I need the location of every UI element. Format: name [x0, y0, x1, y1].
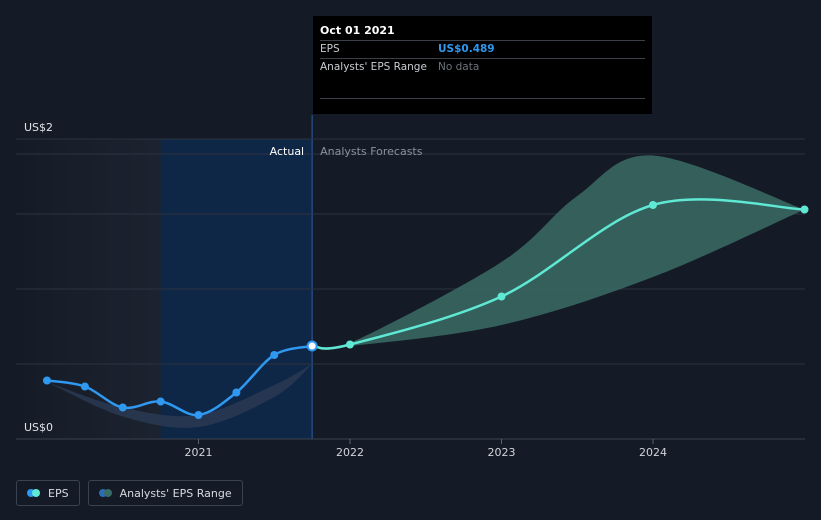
tooltip-eps-label: EPS: [320, 43, 340, 55]
legend-eps-button[interactable]: EPS: [16, 480, 80, 506]
y-tick-label-bottom: US$0: [24, 421, 53, 434]
tooltip-eps-value: US$0.489: [438, 43, 495, 55]
x-tick-label: 2021: [185, 446, 213, 459]
legend-range-label: Analysts' EPS Range: [119, 486, 232, 500]
legend: EPS Analysts' EPS Range: [16, 480, 243, 506]
tooltip-range-label: Analysts' EPS Range: [320, 61, 427, 73]
eps-point: [43, 376, 51, 385]
actual-range-band: [47, 364, 313, 428]
x-tick-label: 2022: [336, 446, 364, 459]
tooltip-divider: [320, 98, 645, 99]
eps-point: [497, 292, 506, 301]
eps-dot-icon: [32, 489, 40, 497]
x-tick-label: 2024: [639, 446, 667, 459]
range-dot-icon: [98, 489, 107, 497]
eps-point: [270, 351, 279, 359]
eps-point: [156, 397, 165, 406]
tooltip-range-row: Analysts' EPS Range No data: [320, 58, 645, 76]
actual-label: Actual: [270, 145, 304, 158]
eps-point: [346, 340, 354, 349]
range-dot-icon: [103, 489, 112, 497]
range-swatch-icon: [98, 489, 112, 497]
tooltip-eps-row: EPS US$0.489: [320, 40, 645, 58]
eps-highlight-point: [306, 340, 318, 352]
eps-dot-icon: [27, 489, 35, 497]
x-tick-label: 2023: [488, 446, 516, 459]
forecast-label: Analysts Forecasts: [320, 145, 423, 158]
tooltip: Oct 01 2021 EPS US$0.489 Analysts' EPS R…: [313, 16, 652, 114]
eps-point: [649, 201, 657, 209]
legend-eps-label: EPS: [48, 486, 69, 500]
forecast-range-band: [312, 155, 805, 350]
eps-swatch-icon: [27, 489, 40, 497]
legend-range-button[interactable]: Analysts' EPS Range: [87, 480, 243, 506]
tooltip-date: Oct 01 2021: [320, 24, 395, 37]
eps-point: [194, 411, 203, 419]
eps-point: [232, 388, 241, 397]
eps-point: [800, 205, 809, 214]
tooltip-range-value: No data: [438, 61, 480, 73]
eps-point: [80, 382, 89, 391]
y-tick-label-top: US$2: [24, 121, 53, 134]
eps-point: [118, 403, 127, 412]
